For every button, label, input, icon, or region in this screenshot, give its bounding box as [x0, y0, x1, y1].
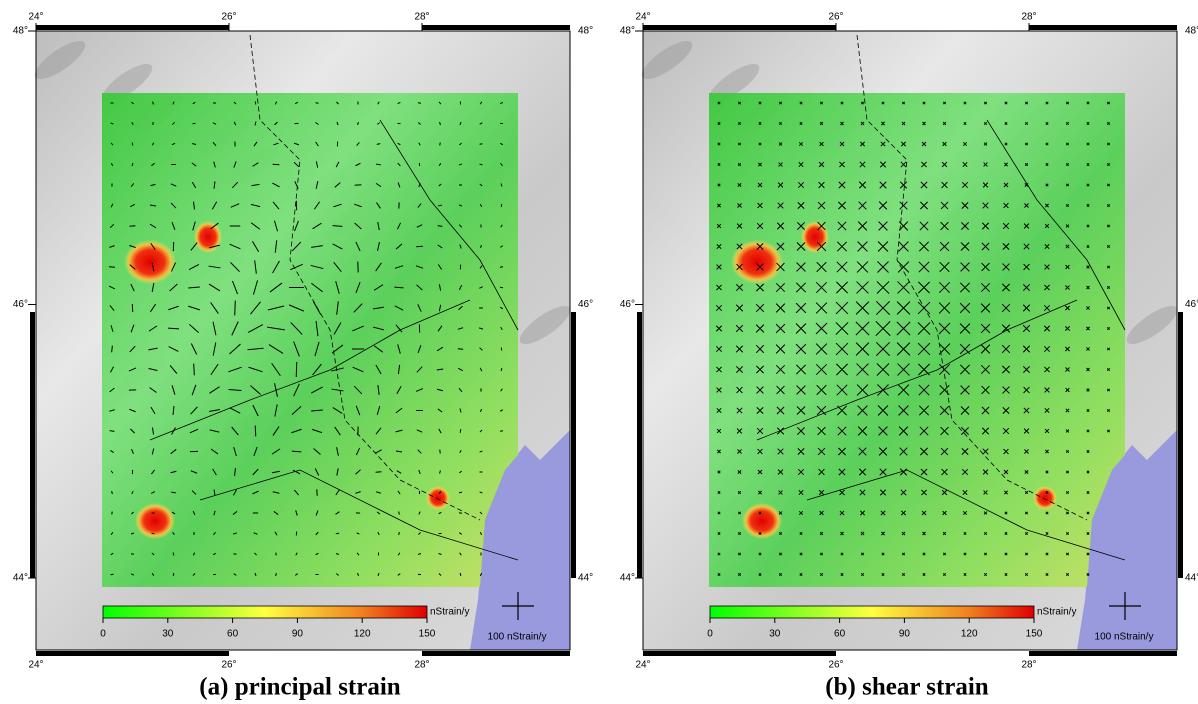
strain-arrow: [501, 348, 502, 351]
colorbar-unit: nStrain/y: [1037, 607, 1076, 618]
scale-label: 100 nStrain/y: [488, 632, 547, 643]
lat-label: 44°: [13, 573, 28, 584]
strain-arrow: [112, 346, 113, 353]
map-panel: 24° 24° 26° 26° 28° 28° 48° 48° 46° 46° 44° 44° 0 30 6…: [620, 12, 1198, 701]
lat-label: 48°: [620, 26, 635, 37]
lon-label: 26°: [221, 12, 236, 23]
strain-arrow: [173, 573, 174, 576]
lon-label: 24°: [28, 12, 43, 23]
frame-bar: [36, 651, 229, 656]
frame-bar: [571, 312, 576, 578]
lat-label: 48°: [1185, 26, 1198, 37]
caption: (b) shear strain: [825, 674, 989, 701]
frame-bar: [422, 651, 570, 656]
lat-label: 44°: [1185, 573, 1198, 584]
strain-arrow: [171, 492, 176, 493]
lat-label: 48°: [13, 26, 28, 37]
strain-arrow: [112, 512, 113, 515]
strain-hotspot: [801, 221, 829, 253]
strain-hotspot: [426, 486, 450, 510]
strain-arrow: [194, 364, 195, 376]
colorbar: [710, 606, 1034, 618]
colorbar-label: 60: [834, 629, 846, 640]
strain-arrow: [173, 553, 174, 556]
strain-hotspot: [194, 221, 222, 253]
frame-bar: [1029, 25, 1177, 30]
colorbar-label: 150: [419, 629, 436, 640]
frame-bar: [1029, 651, 1177, 656]
colorbar: [103, 606, 427, 618]
strain-hotspot: [135, 503, 175, 539]
colorbar-label: 30: [162, 629, 174, 640]
colorbar-label: 60: [227, 629, 239, 640]
strain-arrow: [399, 532, 400, 535]
lon-label: 26°: [828, 660, 843, 671]
lon-label: 28°: [1021, 12, 1036, 23]
colorbar-label: 0: [100, 629, 106, 640]
strain-arrow: [292, 451, 301, 452]
strain-arrow: [501, 368, 502, 371]
frame-bar: [1178, 312, 1183, 578]
map-panel: 24° 24° 26° 26° 28° 28° 48° 48° 46° 46° 44° 44° 0 30 6…: [13, 12, 593, 701]
frame-bar: [643, 651, 836, 656]
colorbar-label: 0: [707, 629, 713, 640]
strain-arrow: [110, 431, 115, 432]
strain-arrow: [316, 103, 319, 104]
strain-arrow: [130, 226, 136, 227]
strain-arrow: [255, 102, 256, 105]
caption: (a) principal strain: [199, 674, 400, 701]
frame-bar: [637, 312, 642, 578]
lat-label: 48°: [578, 26, 593, 37]
strain-arrow: [296, 362, 297, 377]
strain-arrow: [500, 267, 503, 268]
frame-bar: [36, 25, 229, 30]
lon-label: 24°: [28, 660, 43, 671]
colorbar-label: 120: [961, 629, 978, 640]
lon-label: 24°: [635, 660, 650, 671]
lat-label: 44°: [620, 573, 635, 584]
frame-bar: [643, 25, 836, 30]
colorbar-label: 150: [1026, 629, 1043, 640]
lon-label: 24°: [635, 12, 650, 23]
strain-arrow: [336, 533, 339, 534]
frame-bar: [30, 312, 35, 578]
lat-label: 46°: [578, 299, 593, 310]
strain-arrow: [376, 472, 382, 473]
strain-arrow: [399, 512, 400, 515]
strain-arrow: [336, 554, 339, 555]
strain-arrow: [459, 492, 462, 493]
scale-label: 100 nStrain/y: [1095, 632, 1154, 643]
colorbar-label: 30: [769, 629, 781, 640]
lat-label: 46°: [13, 299, 28, 310]
lat-label: 44°: [578, 573, 593, 584]
strain-arrow: [255, 426, 256, 437]
strain-arrow: [235, 301, 236, 316]
colorbar-label: 90: [899, 629, 911, 640]
strain-arrow: [112, 491, 113, 494]
colorbar-unit: nStrain/y: [430, 607, 469, 618]
colorbar-label: 120: [354, 629, 371, 640]
lon-label: 26°: [221, 660, 236, 671]
strain-hotspot: [742, 503, 782, 539]
lon-label: 26°: [828, 12, 843, 23]
strain-arrow: [500, 287, 503, 288]
colorbar-label: 90: [292, 629, 304, 640]
lat-label: 46°: [620, 299, 635, 310]
lon-label: 28°: [1021, 660, 1036, 671]
strain-arrow: [460, 573, 461, 576]
frame-bar: [422, 25, 570, 30]
lon-label: 28°: [414, 12, 429, 23]
figure: 24° 24° 26° 26° 28° 28° 48° 48° 46° 46° 44° 44° 0 30 6…: [0, 0, 1198, 704]
lon-label: 28°: [414, 660, 429, 671]
strain-arrow: [273, 164, 280, 165]
strain-arrow: [111, 574, 114, 575]
lat-label: 46°: [1185, 299, 1198, 310]
strain-hotspot: [1033, 486, 1057, 510]
